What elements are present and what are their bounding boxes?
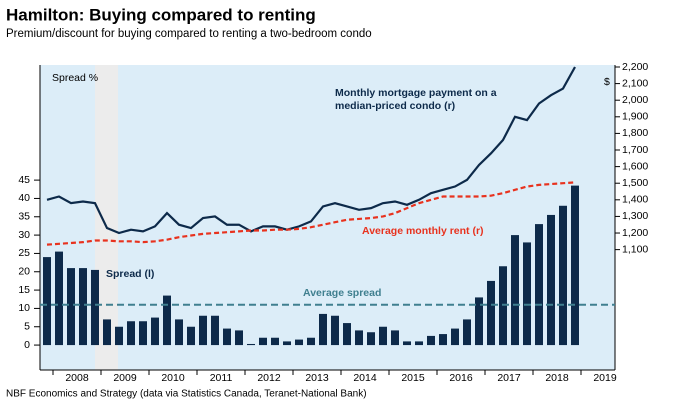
plot-background — [40, 65, 615, 370]
bar — [223, 328, 231, 346]
y-axis-label: Spread % — [52, 72, 98, 84]
y-tick-label: 10 — [18, 302, 30, 314]
bar — [547, 214, 555, 346]
y2-tick-label: 1,400 — [622, 194, 648, 206]
bar — [151, 317, 159, 346]
bar — [559, 205, 567, 346]
bar — [523, 242, 531, 346]
bar — [403, 341, 411, 346]
bar — [319, 313, 327, 346]
x-tick-label: 2015 — [401, 372, 425, 384]
bar — [511, 235, 519, 346]
y2-tick-label: 1,700 — [622, 144, 648, 156]
bar — [175, 319, 183, 346]
y-tick-label: 25 — [18, 247, 30, 259]
y2-tick-label: 1,200 — [622, 227, 648, 239]
bar — [283, 341, 291, 346]
bar — [535, 224, 543, 346]
bar — [295, 339, 303, 346]
bar — [139, 321, 147, 346]
bar — [451, 328, 459, 346]
y-tick-label: 0 — [24, 339, 30, 351]
y2-tick-label: 2,200 — [622, 61, 648, 73]
y2-tick-label: 2,000 — [622, 94, 648, 106]
bar — [307, 337, 315, 346]
bar — [331, 315, 339, 346]
bar — [439, 334, 447, 346]
bar — [463, 319, 471, 346]
x-tick-label: 2016 — [449, 372, 473, 384]
x-tick-label: 2018 — [545, 372, 569, 384]
bar — [427, 335, 435, 346]
chart-subtitle: Premium/discount for buying compared to … — [6, 28, 372, 40]
bar — [67, 268, 75, 346]
x-tick-label: 2009 — [113, 372, 137, 384]
annotation: Average monthly rent (r) — [362, 225, 484, 237]
bar — [355, 330, 363, 346]
source: NBF Economics and Strategy (data via Sta… — [6, 389, 367, 400]
line — [46, 181, 576, 246]
x-tick-label: 2008 — [65, 372, 89, 384]
y-tick-label: 40 — [18, 192, 30, 204]
y2-axis-label: $ — [604, 76, 610, 88]
annotation: Spread (l) — [106, 268, 154, 280]
y2-tick-label: 1,800 — [622, 127, 648, 139]
y2-tick-label: 1,300 — [622, 210, 648, 222]
line — [46, 66, 576, 235]
bar — [199, 315, 207, 346]
y2-tick-label: 1,100 — [622, 243, 648, 255]
y-tick-label: 35 — [18, 211, 30, 223]
y-tick-label: 30 — [18, 229, 30, 241]
bar — [163, 295, 171, 346]
x-tick-label: 2013 — [305, 372, 329, 384]
y-tick-label: 5 — [24, 321, 30, 333]
bar — [247, 343, 255, 346]
x-tick-label: 2011 — [210, 372, 233, 384]
bar — [127, 321, 135, 346]
bar — [475, 297, 483, 346]
annotation: median-priced condo (r) — [335, 100, 455, 112]
bar — [379, 326, 387, 346]
bar — [391, 330, 399, 346]
y-tick-label: 20 — [18, 266, 30, 278]
chart-title: Hamilton: Buying compared to renting — [6, 5, 316, 24]
x-tick-label: 2010 — [161, 372, 185, 384]
bar — [415, 341, 423, 346]
x-tick-label: 2019 — [593, 372, 617, 384]
bar — [211, 315, 219, 346]
bar — [259, 337, 267, 346]
bar — [367, 332, 375, 346]
y-tick-label: 15 — [18, 284, 30, 296]
x-tick-label: 2012 — [257, 372, 281, 384]
x-tick-label: 2017 — [497, 372, 521, 384]
y2-tick-label: 2,100 — [622, 77, 648, 89]
bar — [343, 323, 351, 346]
bar — [115, 326, 123, 346]
bar — [271, 337, 279, 346]
bar — [571, 185, 579, 346]
x-tick-label: 2014 — [353, 372, 377, 384]
annotation: Monthly mortgage payment on a — [335, 87, 497, 99]
bar — [103, 319, 111, 346]
y-tick-label: 45 — [18, 174, 30, 186]
bar — [487, 280, 495, 346]
annotation: Average spread — [303, 287, 381, 299]
bar — [43, 257, 51, 346]
bar — [235, 330, 243, 346]
y2-tick-label: 1,900 — [622, 111, 648, 123]
y2-tick-label: 1,600 — [622, 160, 648, 172]
shaded-period — [95, 65, 118, 370]
bar — [55, 251, 63, 346]
y2-tick-label: 1,500 — [622, 177, 648, 189]
bar — [79, 268, 87, 346]
bar — [91, 269, 99, 346]
bar — [187, 326, 195, 346]
